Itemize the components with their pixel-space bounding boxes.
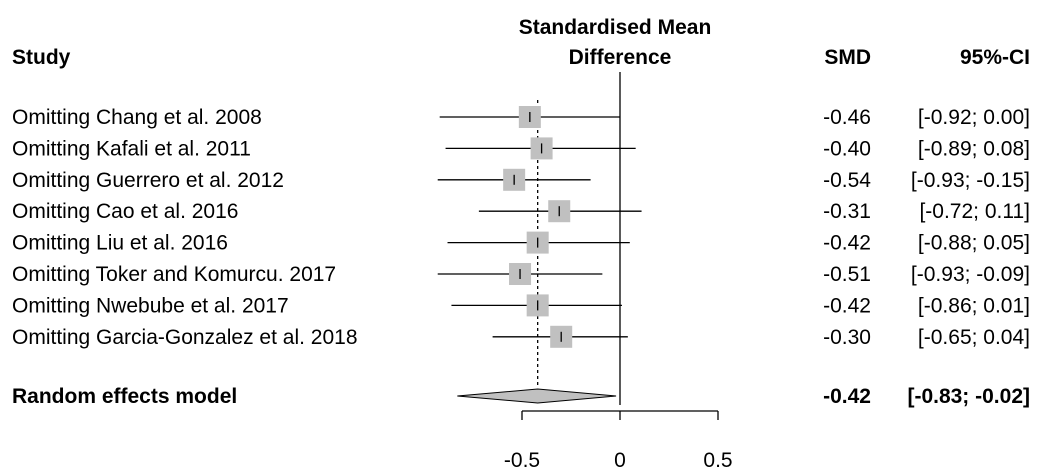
x-tick-label: 0.5 xyxy=(703,449,732,472)
study-label: Omitting Toker and Komurcu. 2017 xyxy=(12,263,336,286)
ci-value: [-0.86; 0.01] xyxy=(918,294,1030,317)
study-label: Omitting Garcia-Gonzalez et al. 2018 xyxy=(12,326,358,349)
study-label: Omitting Liu et al. 2016 xyxy=(12,232,228,255)
study-label: Omitting Guerrero et al. 2012 xyxy=(12,169,284,192)
ci-value: [-0.89; 0.08] xyxy=(918,137,1030,160)
study-label: Omitting Chang et al. 2008 xyxy=(12,106,262,129)
x-tick-label: -0.5 xyxy=(504,449,540,472)
study-label: Omitting Cao et al. 2016 xyxy=(12,200,238,223)
smd-value: -0.51 xyxy=(823,263,871,286)
study-label: Omitting Nwebube et al. 2017 xyxy=(12,294,289,317)
smd-value: -0.30 xyxy=(823,326,871,349)
header-smd: SMD xyxy=(824,46,871,69)
header-effect-line2: Difference xyxy=(569,46,672,69)
smd-value: -0.40 xyxy=(823,137,871,160)
smd-value: -0.42 xyxy=(823,232,871,255)
summary-smd-value: -0.42 xyxy=(823,385,871,408)
ci-value: [-0.92; 0.00] xyxy=(918,106,1030,129)
header-ci: 95%-CI xyxy=(960,46,1030,69)
header-effect-line1: Standardised Mean xyxy=(519,16,712,39)
summary-diamond xyxy=(457,388,617,404)
smd-value: -0.54 xyxy=(823,169,871,192)
summary-label: Random effects model xyxy=(12,385,237,408)
smd-value: -0.31 xyxy=(823,200,871,223)
header-study: Study xyxy=(12,46,71,69)
ci-value: [-0.72; 0.11] xyxy=(919,200,1030,223)
x-tick-label: 0 xyxy=(614,449,626,472)
smd-value: -0.42 xyxy=(823,294,871,317)
ci-value: [-0.93; -0.09] xyxy=(911,263,1030,286)
ci-value: [-0.88; 0.05] xyxy=(918,232,1030,255)
smd-value: -0.46 xyxy=(823,106,871,129)
ci-value: [-0.65; 0.04] xyxy=(918,326,1030,349)
summary-ci-value: [-0.83; -0.02] xyxy=(907,385,1030,408)
ci-value: [-0.93; -0.15] xyxy=(911,169,1030,192)
study-label: Omitting Kafali et al. 2011 xyxy=(12,137,251,160)
